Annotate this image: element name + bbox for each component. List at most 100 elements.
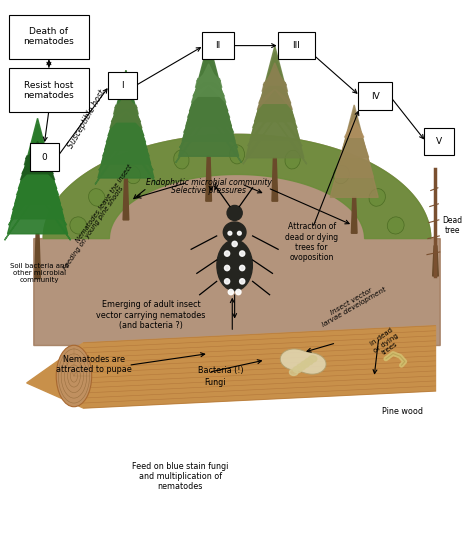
Polygon shape <box>209 85 226 102</box>
Polygon shape <box>17 170 37 195</box>
FancyBboxPatch shape <box>424 128 454 155</box>
Ellipse shape <box>125 166 141 184</box>
Polygon shape <box>351 197 357 233</box>
Text: Endophytic microbial community: Endophytic microbial community <box>146 178 272 187</box>
Polygon shape <box>263 69 286 85</box>
Polygon shape <box>35 234 40 279</box>
FancyBboxPatch shape <box>358 83 392 110</box>
Polygon shape <box>275 118 307 164</box>
Polygon shape <box>243 118 275 164</box>
Ellipse shape <box>223 222 246 242</box>
Ellipse shape <box>239 251 245 256</box>
Text: Feeding on young pine shoots: Feeding on young pine shoots <box>62 185 125 271</box>
Polygon shape <box>195 77 209 87</box>
Text: 0: 0 <box>42 153 47 161</box>
Polygon shape <box>176 116 209 163</box>
Polygon shape <box>188 93 209 117</box>
FancyBboxPatch shape <box>9 68 89 113</box>
Polygon shape <box>340 114 369 157</box>
Polygon shape <box>102 126 126 157</box>
Polygon shape <box>43 135 431 239</box>
Ellipse shape <box>229 145 245 164</box>
Polygon shape <box>250 51 300 139</box>
Polygon shape <box>275 109 302 146</box>
Polygon shape <box>275 89 292 110</box>
Polygon shape <box>37 162 55 180</box>
Polygon shape <box>255 57 295 122</box>
Ellipse shape <box>89 189 105 206</box>
Polygon shape <box>99 133 126 170</box>
Polygon shape <box>105 81 147 150</box>
Text: II: II <box>216 41 221 50</box>
Ellipse shape <box>285 150 301 169</box>
Ellipse shape <box>305 359 313 365</box>
Polygon shape <box>95 140 126 184</box>
Text: Nematodes are
attracted to pupae: Nematodes are attracted to pupae <box>56 354 132 374</box>
Polygon shape <box>123 178 129 220</box>
Polygon shape <box>98 70 154 178</box>
Polygon shape <box>26 147 50 159</box>
Polygon shape <box>126 133 153 170</box>
FancyBboxPatch shape <box>9 14 89 59</box>
Polygon shape <box>37 155 51 165</box>
Text: Bacteria (!): Bacteria (!) <box>198 366 243 375</box>
Ellipse shape <box>290 369 298 375</box>
Polygon shape <box>108 86 144 136</box>
Ellipse shape <box>237 232 241 235</box>
Polygon shape <box>253 99 275 128</box>
Polygon shape <box>9 185 37 225</box>
Text: Death of
nematodes: Death of nematodes <box>24 27 74 47</box>
Text: Feed on blue stain fungi
and multiplication of
nematodes: Feed on blue stain fungi and multiplicat… <box>132 461 228 492</box>
Polygon shape <box>126 104 138 114</box>
Polygon shape <box>115 97 137 108</box>
Polygon shape <box>8 118 68 234</box>
Polygon shape <box>335 109 374 177</box>
Ellipse shape <box>225 265 230 271</box>
Polygon shape <box>24 155 37 165</box>
Text: Selective pressures: Selective pressures <box>171 186 246 195</box>
Ellipse shape <box>369 189 385 206</box>
Text: Pine wood: Pine wood <box>382 407 423 416</box>
Ellipse shape <box>56 345 91 407</box>
Polygon shape <box>209 100 234 132</box>
Ellipse shape <box>293 367 302 373</box>
Polygon shape <box>37 185 66 225</box>
Text: Fungi: Fungi <box>204 378 226 388</box>
Polygon shape <box>126 118 146 143</box>
Polygon shape <box>179 41 238 157</box>
Polygon shape <box>280 349 326 374</box>
FancyBboxPatch shape <box>29 143 59 171</box>
Polygon shape <box>27 326 436 408</box>
Polygon shape <box>345 119 364 137</box>
Polygon shape <box>22 142 53 174</box>
Polygon shape <box>209 108 237 148</box>
Polygon shape <box>186 53 231 126</box>
Ellipse shape <box>227 205 242 220</box>
Text: III: III <box>292 41 300 50</box>
Polygon shape <box>37 178 63 210</box>
Polygon shape <box>111 92 140 122</box>
Polygon shape <box>275 79 288 92</box>
Text: I: I <box>121 81 124 90</box>
Polygon shape <box>433 246 438 276</box>
Polygon shape <box>209 116 242 163</box>
Text: IV: IV <box>371 92 380 101</box>
Polygon shape <box>110 111 126 128</box>
Ellipse shape <box>217 240 252 291</box>
Ellipse shape <box>387 217 404 234</box>
Polygon shape <box>262 79 275 92</box>
Polygon shape <box>126 111 142 128</box>
Polygon shape <box>101 76 151 164</box>
Polygon shape <box>18 136 57 189</box>
Text: Soil bacteria and
other microbial
community: Soil bacteria and other microbial commun… <box>10 263 69 284</box>
Polygon shape <box>37 193 71 240</box>
Ellipse shape <box>228 289 234 295</box>
Ellipse shape <box>236 289 241 295</box>
Polygon shape <box>15 130 60 204</box>
Polygon shape <box>191 85 209 102</box>
Polygon shape <box>126 140 157 184</box>
Ellipse shape <box>225 251 230 256</box>
Polygon shape <box>182 47 235 142</box>
Polygon shape <box>190 58 228 111</box>
Ellipse shape <box>239 279 245 284</box>
